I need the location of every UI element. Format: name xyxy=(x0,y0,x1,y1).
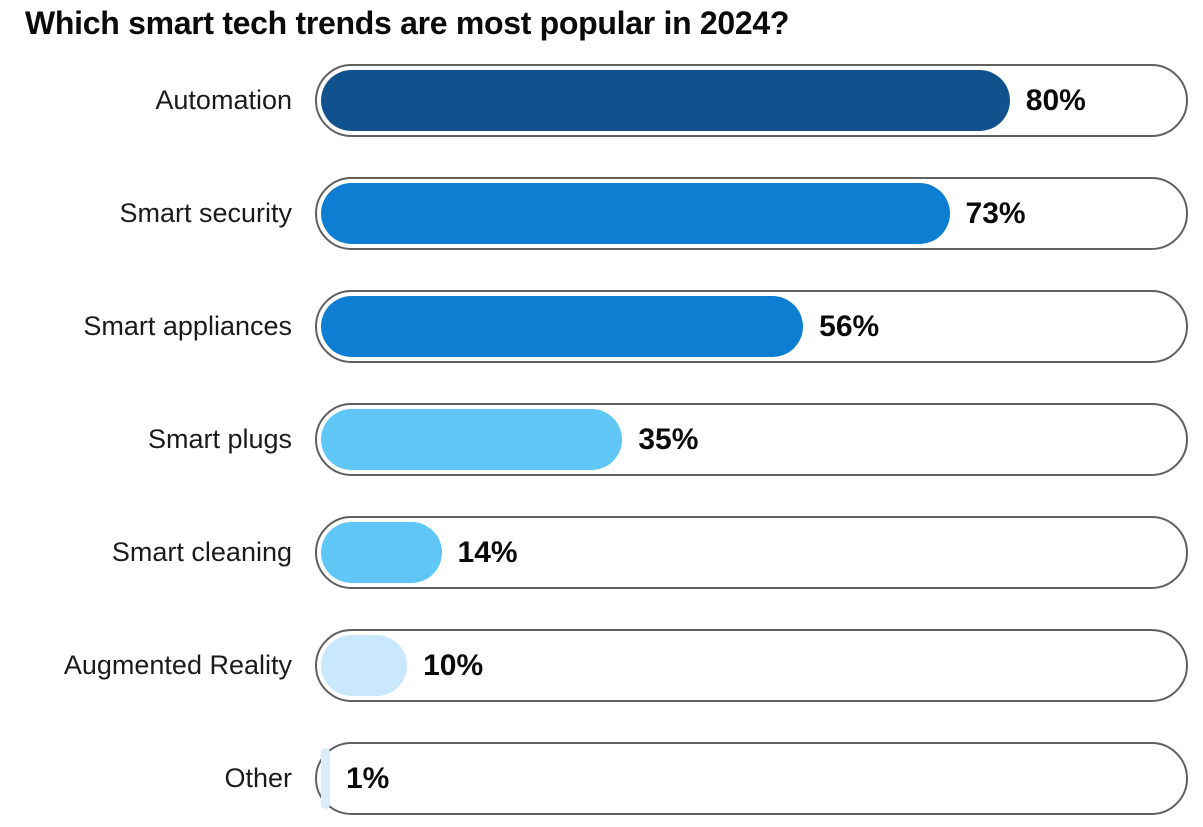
bar-fill xyxy=(321,70,1010,131)
chart-title: Which smart tech trends are most popular… xyxy=(25,5,790,41)
category-label: Smart cleaning xyxy=(111,537,292,567)
bar-track: 14% xyxy=(315,516,1188,589)
bar-track: 73% xyxy=(315,177,1188,250)
category-label: Automation xyxy=(155,85,292,115)
bar-row: Other 1% xyxy=(0,742,1203,815)
bar-fill xyxy=(321,522,442,583)
category-label: Smart plugs xyxy=(147,424,292,454)
bar-track: 1% xyxy=(315,742,1188,815)
bar-row: Automation 80% xyxy=(0,64,1203,137)
value-label: 80% xyxy=(1025,84,1086,117)
bar-track: 80% xyxy=(315,64,1188,137)
bar-row: Smart cleaning 14% xyxy=(0,516,1203,589)
value-label: 1% xyxy=(346,762,390,795)
category-label: Other xyxy=(224,763,292,793)
bar-row: Smart appliances 56% xyxy=(0,290,1203,363)
category-label: Smart security xyxy=(119,198,292,228)
bar-row: Augmented Reality 10% xyxy=(0,629,1203,702)
bar-track: 35% xyxy=(315,403,1188,476)
bar-fill xyxy=(321,183,950,244)
value-label: 56% xyxy=(819,310,880,343)
bar-chart: Automation 80% Smart security 73% Smart … xyxy=(0,64,1203,815)
value-label: 35% xyxy=(638,423,699,456)
bar-track: 10% xyxy=(315,629,1188,702)
bar-fill xyxy=(321,635,408,696)
bar-track: 56% xyxy=(315,290,1188,363)
bar-fill xyxy=(321,748,330,809)
category-label: Smart appliances xyxy=(83,311,292,341)
bar-row: Smart security 73% xyxy=(0,177,1203,250)
bar-row: Smart plugs 35% xyxy=(0,403,1203,476)
value-label: 73% xyxy=(965,197,1026,230)
value-label: 14% xyxy=(457,536,518,569)
value-label: 10% xyxy=(423,649,484,682)
category-label: Augmented Reality xyxy=(63,650,292,680)
bar-fill xyxy=(321,409,623,470)
bar-fill xyxy=(321,296,804,357)
